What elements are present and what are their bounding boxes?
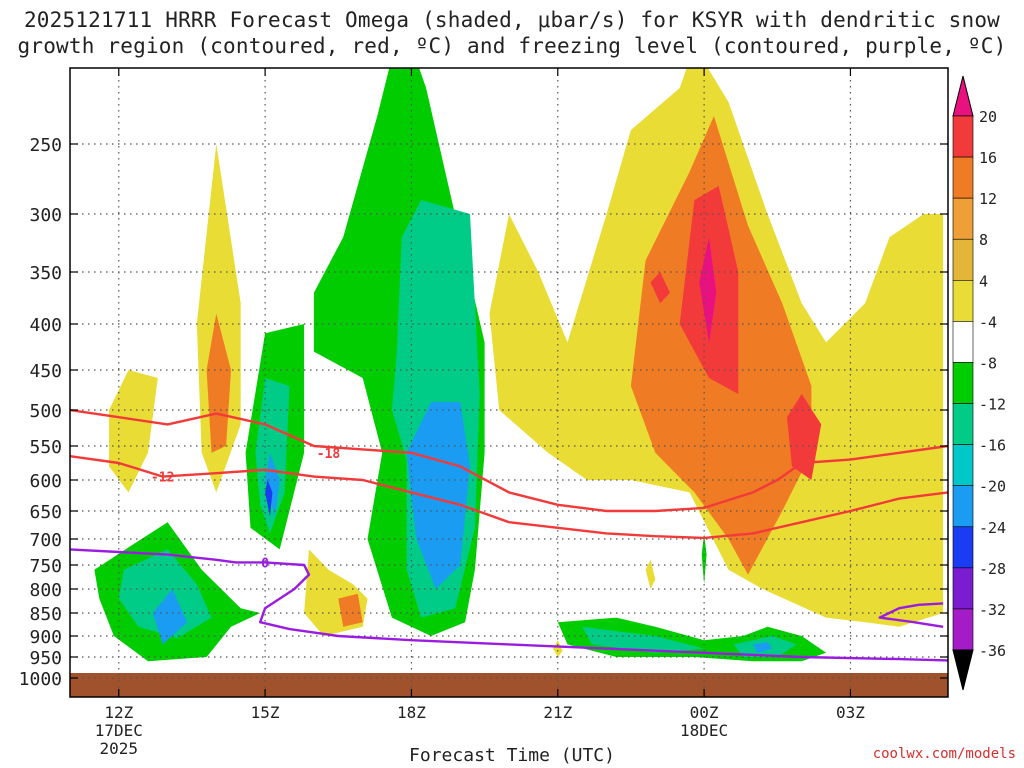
colorbar-segment-6	[952, 362, 974, 404]
chart-title-line-2: growth region (contoured, red, ºC) and f…	[17, 34, 1007, 58]
colorbar: 20 16 12 8 4 -4 -8 -12 -16 -20 -24 -28 -32 -36	[952, 75, 1006, 691]
colorbar-segment-4	[952, 280, 974, 322]
x-tick-label-18Z: 18Z	[397, 703, 426, 722]
contour-label-2: 0	[261, 556, 269, 571]
omega-region-20	[699, 237, 717, 343]
y-tick-label-300: 300	[29, 205, 62, 226]
x-axis-title: Forecast Time (UTC)	[409, 745, 615, 766]
x-tick-label-15Z: 15Z	[251, 703, 280, 722]
omega-region-18	[787, 394, 822, 480]
x-tick-label-03Z: 03Z	[836, 703, 865, 722]
y-tick-label-850: 850	[29, 604, 62, 625]
omega-region-24	[752, 642, 773, 653]
colorbar-label-7: -12	[979, 396, 1006, 414]
colorbar-segment-12	[952, 608, 974, 651]
y-tick-label-650: 650	[29, 502, 62, 523]
colorbar-label-0: 20	[979, 108, 997, 126]
y-tick-label-350: 350	[29, 263, 62, 284]
contour--12-1	[70, 455, 948, 540]
ground-layer	[70, 673, 948, 697]
colorbar-segment-1	[952, 156, 974, 199]
colorbar-label-4: 4	[979, 272, 988, 290]
contour-label-0: -18	[317, 447, 341, 462]
plot-frame	[69, 67, 949, 698]
x-tick-sublabel-12Z: 17DEC	[95, 721, 143, 740]
omega-region-11	[338, 593, 363, 627]
y-tick-label-550: 550	[29, 437, 62, 458]
contour--18-0	[70, 408, 948, 513]
omega-region-8	[265, 452, 280, 517]
watermark-text: coolwx.com/models	[872, 746, 1016, 762]
colorbar-segment-8	[952, 444, 974, 486]
x-tick-label-00Z: 00Z	[690, 703, 719, 722]
y-tick-label-950: 950	[29, 648, 62, 669]
contour-0-2	[70, 548, 948, 662]
omega-region-1	[196, 144, 241, 493]
colorbar-label-13: -36	[979, 642, 1006, 660]
omega-region-0	[109, 370, 158, 493]
x-tick-label-12Z: 12Z	[104, 703, 133, 722]
y-tick-label-900: 900	[29, 627, 62, 648]
colorbar-label-1: 16	[979, 149, 997, 167]
omega-region-27	[645, 559, 656, 589]
y-tick-label-600: 600	[29, 471, 62, 492]
colorbar-top-arrow	[952, 75, 974, 117]
colorbar-segment-0	[952, 115, 974, 158]
colorbar-label-8: -16	[979, 437, 1006, 455]
colorbar-segment-10	[952, 526, 974, 569]
colorbar-label-11: -28	[979, 560, 1006, 578]
contour-label-1: -12	[151, 471, 174, 486]
omega-region-26	[552, 640, 563, 657]
colorbar-label-2: 12	[979, 190, 997, 208]
omega-region-14	[406, 402, 470, 589]
y-tick-label-750: 750	[29, 556, 62, 577]
x-tick-sublabel-00Z: 18DEC	[680, 721, 728, 740]
omega-region-9	[265, 480, 273, 517]
axes: 2503003504004505005506006507007508008509…	[19, 67, 949, 758]
y-tick-label-700: 700	[29, 530, 62, 551]
colorbar-label-10: -24	[979, 519, 1006, 537]
y-tick-label-250: 250	[29, 135, 62, 156]
colorbar-segment-11	[952, 567, 974, 610]
y-tick-label-800: 800	[29, 580, 62, 601]
colorbar-label-9: -20	[979, 478, 1006, 496]
plot-area: -18 -12 0	[70, 68, 948, 697]
y-tick-label-400: 400	[29, 315, 62, 336]
y-tick-label-450: 450	[29, 361, 62, 382]
colorbar-label-6: -8	[979, 354, 997, 372]
chart-title-line-1: 2025121711 HRRR Forecast Omega (shaded, …	[23, 8, 1001, 32]
colorbar-label-12: -32	[979, 601, 1006, 619]
colorbar-segment-2	[952, 197, 974, 240]
omega-region-4	[118, 549, 212, 639]
colorbar-segment-9	[952, 485, 974, 528]
x-tick-year-12Z: 2025	[100, 739, 139, 758]
omega-region-25	[701, 533, 707, 585]
omega-region-19	[650, 272, 670, 304]
colorbar-segment-3	[952, 238, 974, 281]
x-tick-label-21Z: 21Z	[543, 703, 572, 722]
omega-region-2	[206, 313, 231, 453]
colorbar-bottom-arrow	[952, 649, 974, 691]
colorbar-segment-5	[952, 321, 974, 363]
omega-region-22	[582, 626, 705, 653]
omega-region-5	[152, 589, 188, 645]
y-tick-label-1000: 1000	[19, 669, 62, 690]
contour-0-3	[878, 602, 944, 628]
omega-region-7	[255, 378, 290, 534]
y-tick-label-500: 500	[29, 401, 62, 422]
colorbar-segment-7	[952, 403, 974, 445]
colorbar-label-3: 8	[979, 231, 988, 249]
colorbar-label-5: -4	[979, 313, 997, 331]
